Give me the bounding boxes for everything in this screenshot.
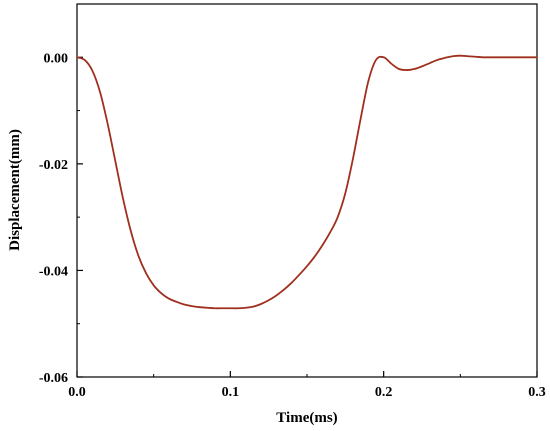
x-axis: 0.0 0.1 0.2 0.3 <box>68 371 546 400</box>
x-tick-label: 0.0 <box>68 385 86 400</box>
x-axis-title: Time(ms) <box>276 410 337 426</box>
y-axis: 0.00 -0.02 -0.04 -0.06 <box>39 51 83 386</box>
plot-border <box>76 3 538 378</box>
y-tick-label: -0.04 <box>39 264 68 279</box>
y-tick-label: -0.06 <box>39 371 68 386</box>
y-tick-label: -0.02 <box>39 158 68 173</box>
x-tick-label: 0.3 <box>528 385 546 400</box>
series-layer <box>76 54 538 310</box>
y-axis-title: Displacement(mm) <box>7 129 23 251</box>
plot-area <box>76 3 538 378</box>
y-tick-label: 0.00 <box>44 51 69 66</box>
displacement-series-line <box>76 54 538 310</box>
x-tick-label: 0.2 <box>375 385 393 400</box>
x-tick-label: 0.1 <box>222 385 240 400</box>
